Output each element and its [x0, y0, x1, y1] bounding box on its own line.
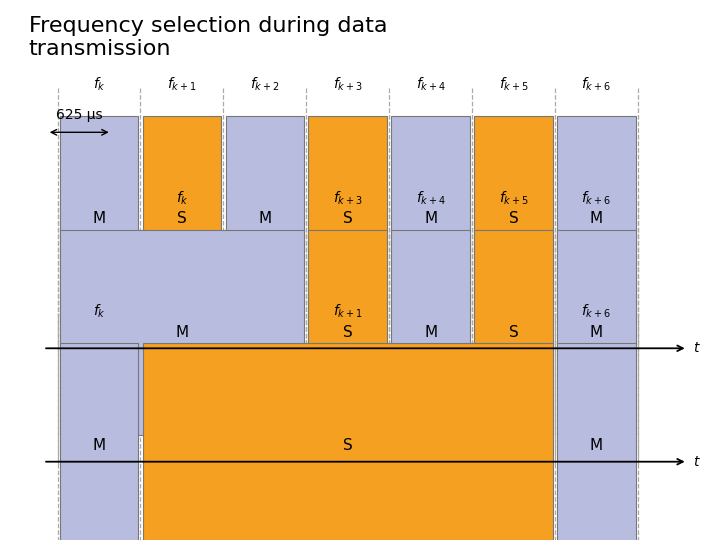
Text: M: M: [176, 325, 189, 340]
Text: S: S: [343, 438, 353, 453]
Text: $f_{k+1}$: $f_{k+1}$: [333, 303, 363, 320]
Bar: [557, 116, 636, 321]
Text: $f_{k}$: $f_{k}$: [93, 303, 105, 320]
Bar: [557, 343, 636, 540]
Text: S: S: [508, 211, 518, 226]
Text: M: M: [92, 211, 106, 226]
Bar: [308, 230, 387, 435]
Bar: [143, 116, 221, 321]
Text: M: M: [258, 211, 271, 226]
Text: M: M: [424, 211, 437, 226]
Text: $f_{k}$: $f_{k}$: [176, 190, 189, 207]
Bar: [143, 343, 553, 540]
Text: $f_{k}$: $f_{k}$: [93, 76, 105, 93]
Bar: [308, 116, 387, 321]
Bar: [557, 230, 636, 435]
Text: 625 µs: 625 µs: [56, 107, 102, 122]
Text: M: M: [590, 438, 603, 453]
Text: $f_{k+4}$: $f_{k+4}$: [415, 190, 446, 207]
Text: $f_{k+1}$: $f_{k+1}$: [167, 76, 197, 93]
Bar: [60, 230, 304, 435]
Text: $f_{k+6}$: $f_{k+6}$: [582, 76, 611, 93]
Text: S: S: [343, 325, 353, 340]
Bar: [474, 116, 553, 321]
Text: $f_{k+3}$: $f_{k+3}$: [333, 76, 363, 93]
Bar: [392, 230, 470, 435]
Text: $f_{k+5}$: $f_{k+5}$: [498, 190, 528, 207]
Text: $t$: $t$: [693, 341, 701, 355]
Text: M: M: [92, 438, 106, 453]
Text: M: M: [590, 211, 603, 226]
Text: S: S: [508, 325, 518, 340]
Bar: [392, 116, 470, 321]
Text: Frequency selection during data
transmission: Frequency selection during data transmis…: [29, 16, 387, 59]
Text: $f_{k+3}$: $f_{k+3}$: [333, 190, 363, 207]
Text: $f_{k+6}$: $f_{k+6}$: [582, 303, 611, 320]
Text: M: M: [424, 325, 437, 340]
Text: S: S: [177, 211, 186, 226]
Bar: [60, 116, 138, 321]
Bar: [225, 116, 304, 321]
Text: $f_{k+6}$: $f_{k+6}$: [582, 190, 611, 207]
Text: $f_{k+4}$: $f_{k+4}$: [415, 76, 446, 93]
Text: $t$: $t$: [693, 455, 701, 469]
Text: $f_{k+5}$: $f_{k+5}$: [498, 76, 528, 93]
Text: M: M: [590, 325, 603, 340]
Text: S: S: [343, 211, 353, 226]
Text: $f_{k+2}$: $f_{k+2}$: [250, 76, 279, 93]
Bar: [60, 343, 138, 540]
Bar: [474, 230, 553, 435]
